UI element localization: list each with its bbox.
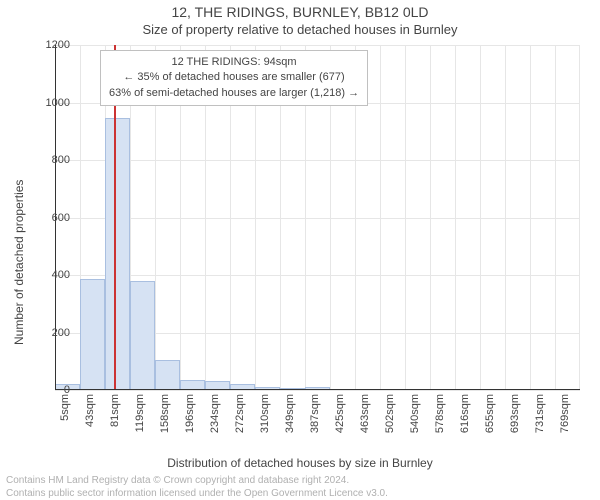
x-axis — [55, 389, 580, 390]
y-tick-label: 800 — [30, 154, 70, 166]
gridline-v — [579, 45, 580, 390]
x-tick-label: 578sqm — [434, 394, 446, 444]
gridline-h — [55, 45, 580, 46]
gridline-v — [505, 45, 506, 390]
x-tick-label: 769sqm — [559, 394, 571, 444]
gridline-v — [555, 45, 556, 390]
x-tick-label: 655sqm — [484, 394, 496, 444]
annotation-line-2: ← 35% of detached houses are smaller (67… — [109, 70, 359, 85]
x-tick-label: 693sqm — [509, 394, 521, 444]
chart-subtitle: Size of property relative to detached ho… — [0, 22, 600, 37]
gridline-h — [55, 218, 580, 219]
x-tick-label: 387sqm — [309, 394, 321, 444]
annotation-line-3: 63% of semi-detached houses are larger (… — [109, 86, 359, 101]
y-tick-label: 400 — [30, 269, 70, 281]
x-tick-label: 731sqm — [534, 394, 546, 444]
x-tick-label: 196sqm — [184, 394, 196, 444]
annotation-box: 12 THE RIDINGS: 94sqm ← 35% of detached … — [100, 50, 368, 106]
y-tick-label: 1200 — [30, 39, 70, 51]
x-tick-label: 540sqm — [409, 394, 421, 444]
gridline-h — [55, 275, 580, 276]
x-tick-label: 234sqm — [209, 394, 221, 444]
chart-container: 12, THE RIDINGS, BURNLEY, BB12 0LD Size … — [0, 0, 600, 500]
attribution-line-1: Contains HM Land Registry data © Crown c… — [6, 474, 388, 487]
x-tick-label: 425sqm — [334, 394, 346, 444]
gridline-h — [55, 390, 580, 391]
x-tick-label: 158sqm — [159, 394, 171, 444]
x-tick-label: 119sqm — [134, 394, 146, 444]
gridline-v — [455, 45, 456, 390]
x-tick-label: 349sqm — [284, 394, 296, 444]
gridline-v — [380, 45, 381, 390]
histogram-bar — [80, 279, 105, 390]
gridline-v — [480, 45, 481, 390]
chart-title: 12, THE RIDINGS, BURNLEY, BB12 0LD — [0, 4, 600, 20]
attribution-text: Contains HM Land Registry data © Crown c… — [6, 474, 388, 500]
x-tick-label: 502sqm — [384, 394, 396, 444]
x-tick-label: 616sqm — [459, 394, 471, 444]
gridline-v — [405, 45, 406, 390]
gridline-v — [430, 45, 431, 390]
y-axis-label: Number of detached properties — [12, 180, 26, 345]
x-tick-label: 463sqm — [359, 394, 371, 444]
x-tick-label: 272sqm — [234, 394, 246, 444]
histogram-bar — [130, 281, 155, 390]
x-tick-label: 43sqm — [84, 394, 96, 444]
annotation-line-1: 12 THE RIDINGS: 94sqm — [109, 55, 359, 70]
gridline-v — [530, 45, 531, 390]
x-tick-label: 81sqm — [109, 394, 121, 444]
y-tick-label: 600 — [30, 212, 70, 224]
x-axis-label: Distribution of detached houses by size … — [0, 456, 600, 470]
gridline-h — [55, 160, 580, 161]
histogram-bar — [105, 118, 130, 390]
x-tick-label: 310sqm — [259, 394, 271, 444]
y-tick-label: 200 — [30, 327, 70, 339]
x-tick-label: 5sqm — [59, 394, 71, 444]
attribution-line-2: Contains public sector information licen… — [6, 487, 388, 500]
histogram-bar — [155, 360, 180, 390]
y-tick-label: 1000 — [30, 97, 70, 109]
